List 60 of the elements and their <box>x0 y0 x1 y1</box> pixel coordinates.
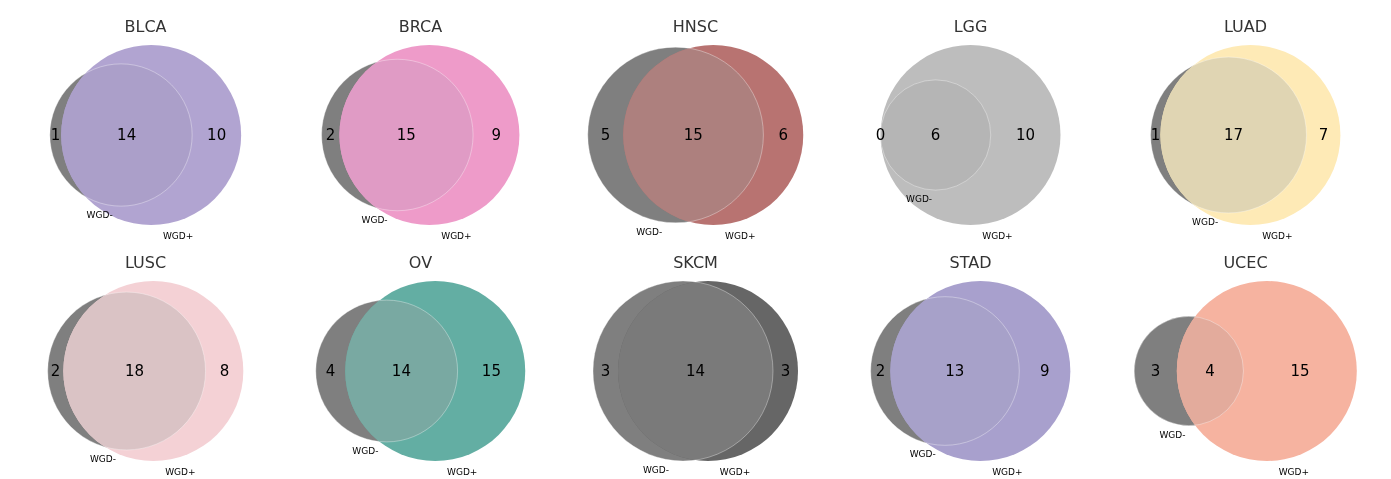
category-label: WGD- <box>906 194 933 205</box>
category-label: WGD+ <box>162 231 194 241</box>
text: BRCA <box>398 17 443 36</box>
text: UCEC <box>1223 253 1268 272</box>
data-label: 10 <box>1016 126 1036 144</box>
category-label: WGD- <box>909 449 936 460</box>
data-label: 2 <box>875 362 886 380</box>
data-label: 10 <box>207 126 227 144</box>
data-label: 3 <box>1150 362 1161 380</box>
category-label: WGD- <box>89 453 116 464</box>
data-label: 15 <box>683 126 703 144</box>
category-label: WGD+ <box>441 231 472 241</box>
text: BLCA <box>124 17 167 36</box>
data-label: 4 <box>1205 362 1215 380</box>
data-label: 9 <box>491 126 502 144</box>
data-label: 7 <box>1318 126 1329 144</box>
category-label: WGD+ <box>982 231 1013 241</box>
category-label: WGD- <box>642 465 670 475</box>
data-label: 4 <box>325 362 336 380</box>
data-label: 1 <box>50 126 61 144</box>
category-label: WGD- <box>1192 216 1219 227</box>
category-label: WGD- <box>636 226 663 237</box>
text: STAD <box>949 253 992 272</box>
category-label: WGD+ <box>447 467 478 477</box>
data-label: 3 <box>780 362 791 380</box>
data-label: 6 <box>930 126 941 144</box>
category-label: WGD- <box>352 445 379 456</box>
text: HNSC <box>672 17 719 36</box>
data-label: 15 <box>396 126 416 144</box>
text: LUSC <box>124 253 167 272</box>
data-label: 5 <box>600 126 611 144</box>
data-label: 8 <box>219 362 230 380</box>
data-label: 0 <box>875 126 886 144</box>
data-label: 6 <box>778 126 789 144</box>
data-label: 14 <box>391 362 411 380</box>
data-label: 1 <box>1150 126 1161 144</box>
data-label: 14 <box>117 126 137 144</box>
category-label: WGD- <box>1159 429 1186 440</box>
text: OV <box>408 253 433 272</box>
data-label: 2 <box>325 126 336 144</box>
category-label: WGD- <box>361 214 388 225</box>
category-label: WGD- <box>86 210 113 221</box>
data-label: 17 <box>1223 126 1243 144</box>
category-label: WGD+ <box>992 467 1023 477</box>
text: LGG <box>953 17 988 36</box>
data-label: 14 <box>685 362 706 380</box>
category-label: WGD+ <box>719 467 751 477</box>
data-label: 13 <box>945 362 965 380</box>
data-label: 18 <box>124 362 144 380</box>
data-label: 3 <box>600 362 611 380</box>
text: SKCM <box>673 253 718 272</box>
category-label: WGD+ <box>725 231 756 241</box>
data-label: 2 <box>50 362 61 380</box>
category-label: WGD+ <box>165 467 196 477</box>
category-label: WGD+ <box>1262 231 1293 241</box>
category-label: WGD+ <box>1278 467 1309 477</box>
data-label: 9 <box>1040 362 1050 380</box>
data-label: 15 <box>1290 362 1310 380</box>
data-label: 15 <box>481 362 501 380</box>
text: LUAD <box>1223 17 1268 36</box>
